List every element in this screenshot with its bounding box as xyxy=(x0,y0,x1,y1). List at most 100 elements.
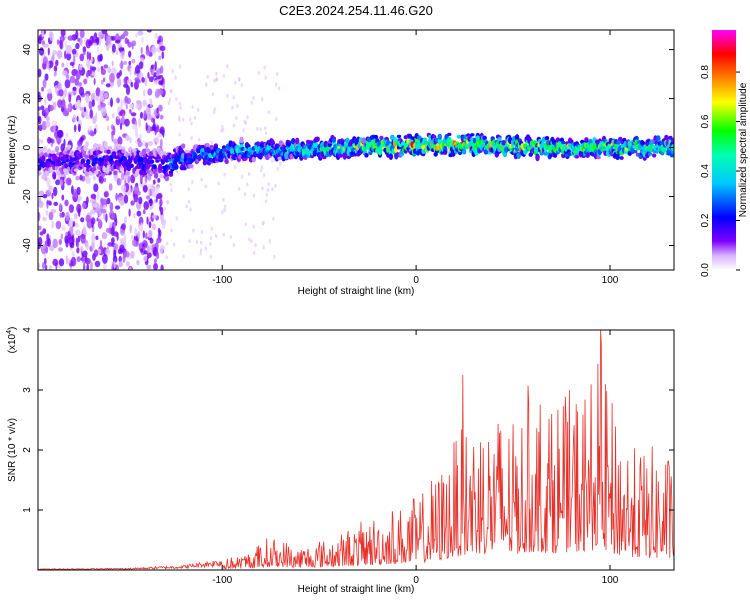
spectrogram-noise-blob xyxy=(38,142,41,148)
spectrogram-ridge-cell xyxy=(596,155,601,160)
spectrogram-noise-blob xyxy=(170,228,173,233)
spectrogram-noise-blob xyxy=(158,55,162,61)
spectrogram-noise-blob xyxy=(85,176,91,184)
spectrogram-noise-blob xyxy=(154,60,157,71)
spectrogram-noise-blob xyxy=(123,194,129,204)
spectrogram-noise-blob xyxy=(91,233,96,243)
spectrogram-xtick-label: 0 xyxy=(413,275,419,286)
spectrogram-ridge-cell xyxy=(73,168,79,172)
spectrogram-noise-blob xyxy=(191,180,194,185)
spectrogram-noise-blob xyxy=(149,198,153,207)
spectrogram-noise-blob xyxy=(76,186,81,196)
spectrogram-ridge-cell xyxy=(57,160,62,167)
spectrogram-ridge-cell xyxy=(38,171,42,176)
spectrogram-noise-blob xyxy=(135,132,139,139)
spectrogram-noise-blob xyxy=(71,48,77,55)
spectrogram-noise-blob xyxy=(67,35,74,41)
spectrogram-noise-blob xyxy=(64,199,69,207)
colorbar-label: Normalized spectral amplitude xyxy=(738,82,749,217)
spectrogram-noise-blob xyxy=(79,246,84,251)
spectrogram-noise-blob xyxy=(246,115,249,120)
snr-series-line xyxy=(38,330,674,570)
snr-multiplier-exp: 4 xyxy=(6,330,13,334)
spectrogram-noise-blob xyxy=(95,95,99,101)
spectrogram-noise-blob xyxy=(200,248,203,253)
spectrogram-noise-blob xyxy=(136,260,140,266)
spectrogram-noise-blob xyxy=(158,104,163,112)
spectrogram-noise-blob xyxy=(244,222,247,227)
spectrogram-noise-blob xyxy=(162,221,166,229)
spectrogram-ridge-cell xyxy=(585,152,590,158)
spectrogram-noise-blob xyxy=(56,129,63,138)
spectrogram-noise-blob xyxy=(169,182,172,187)
spectrogram-ridge-cell xyxy=(286,142,292,147)
spectrogram-noise-blob xyxy=(112,125,116,136)
spectrogram-noise-blob xyxy=(115,39,121,44)
spectrogram-ridge-cell xyxy=(415,150,421,156)
spectrogram-noise-blob xyxy=(178,115,181,120)
spectrogram-noise-blob xyxy=(110,97,113,108)
spectrogram-noise-blob xyxy=(69,61,75,66)
spectrogram-ridge-cell xyxy=(181,143,186,149)
spectrogram-noise-blob xyxy=(82,46,87,53)
spectrogram-noise-blob xyxy=(273,254,276,259)
snr-xlabel: Height of straight line (km) xyxy=(298,584,415,595)
spectrogram-ridge-cell xyxy=(615,153,620,161)
spectrogram-noise-blob xyxy=(234,80,237,85)
spectrogram-noise-blob xyxy=(66,52,72,61)
spectrogram-noise-blob xyxy=(200,177,203,182)
spectrogram-noise-blob xyxy=(264,131,268,136)
snr-ytick-label: 1 xyxy=(22,507,33,513)
spectrogram-noise-blob xyxy=(101,79,104,85)
spectrogram-noise-blob xyxy=(90,66,97,71)
spectrogram-noise-blob xyxy=(122,254,126,263)
spectrogram-noise-blob xyxy=(195,239,199,244)
spectrogram-noise-blob xyxy=(140,222,143,231)
spectrogram-noise-blob xyxy=(199,251,202,256)
spectrogram-noise-blob xyxy=(103,64,109,69)
spectrogram-noise-blob xyxy=(214,234,218,238)
spectrogram-ridge-cell xyxy=(456,134,461,139)
spectrogram-noise-blob xyxy=(221,210,224,215)
spectrogram-ridge-cell xyxy=(652,153,657,158)
spectrogram-noise-blob xyxy=(58,258,65,267)
spectrogram-noise-blob xyxy=(262,245,265,250)
spectrogram-noise-blob xyxy=(231,105,234,110)
spectrogram-ridge-cell xyxy=(86,161,91,165)
spectrogram-noise-blob xyxy=(89,109,94,119)
spectrogram-noise-blob xyxy=(38,262,41,269)
spectrogram-noise-blob xyxy=(187,187,190,192)
spectrogram-noise-blob xyxy=(69,75,76,84)
spectrogram-noise-blob xyxy=(127,41,132,48)
spectrogram-noise-blob xyxy=(140,111,143,119)
spectrogram-noise-blob xyxy=(106,34,111,45)
spectrogram-noise-blob xyxy=(137,230,141,239)
spectrogram-noise-blob xyxy=(276,166,280,171)
spectrogram-noise-blob xyxy=(79,106,84,111)
spectrogram-noise-blob xyxy=(137,141,143,148)
spectrogram-noise-blob xyxy=(71,185,74,195)
spectrogram-noise-blob xyxy=(76,81,83,87)
spectrogram-noise-blob xyxy=(170,188,173,193)
spectrogram-noise-blob xyxy=(246,182,249,187)
spectrogram-noise-blob xyxy=(120,172,125,181)
spectrogram-noise-blob xyxy=(48,104,54,112)
spectrogram-noise-blob xyxy=(146,252,152,258)
spectrogram-noise-blob xyxy=(152,223,156,231)
spectrogram-noise-blob xyxy=(96,217,99,222)
spectrogram-ridge-cell xyxy=(113,170,118,176)
spectrogram-noise-blob xyxy=(105,213,108,223)
spectrogram-noise-blob xyxy=(95,87,101,97)
spectrogram-noise-blob xyxy=(73,124,77,133)
spectrogram-noise-blob xyxy=(259,127,262,132)
spectrogram-noise-blob xyxy=(69,226,74,235)
spectrogram-noise-blob xyxy=(157,192,163,200)
spectrogram-noise-blob xyxy=(157,88,164,95)
spectrogram-noise-blob xyxy=(38,200,44,208)
spectrogram-noise-blob xyxy=(116,72,121,79)
spectrogram-noise-blob xyxy=(115,49,118,56)
spectrogram-noise-blob xyxy=(118,111,123,116)
spectrogram-noise-blob xyxy=(235,115,238,120)
spectrogram-ridge-cell xyxy=(99,145,105,152)
spectrogram-noise-blob xyxy=(79,30,85,39)
